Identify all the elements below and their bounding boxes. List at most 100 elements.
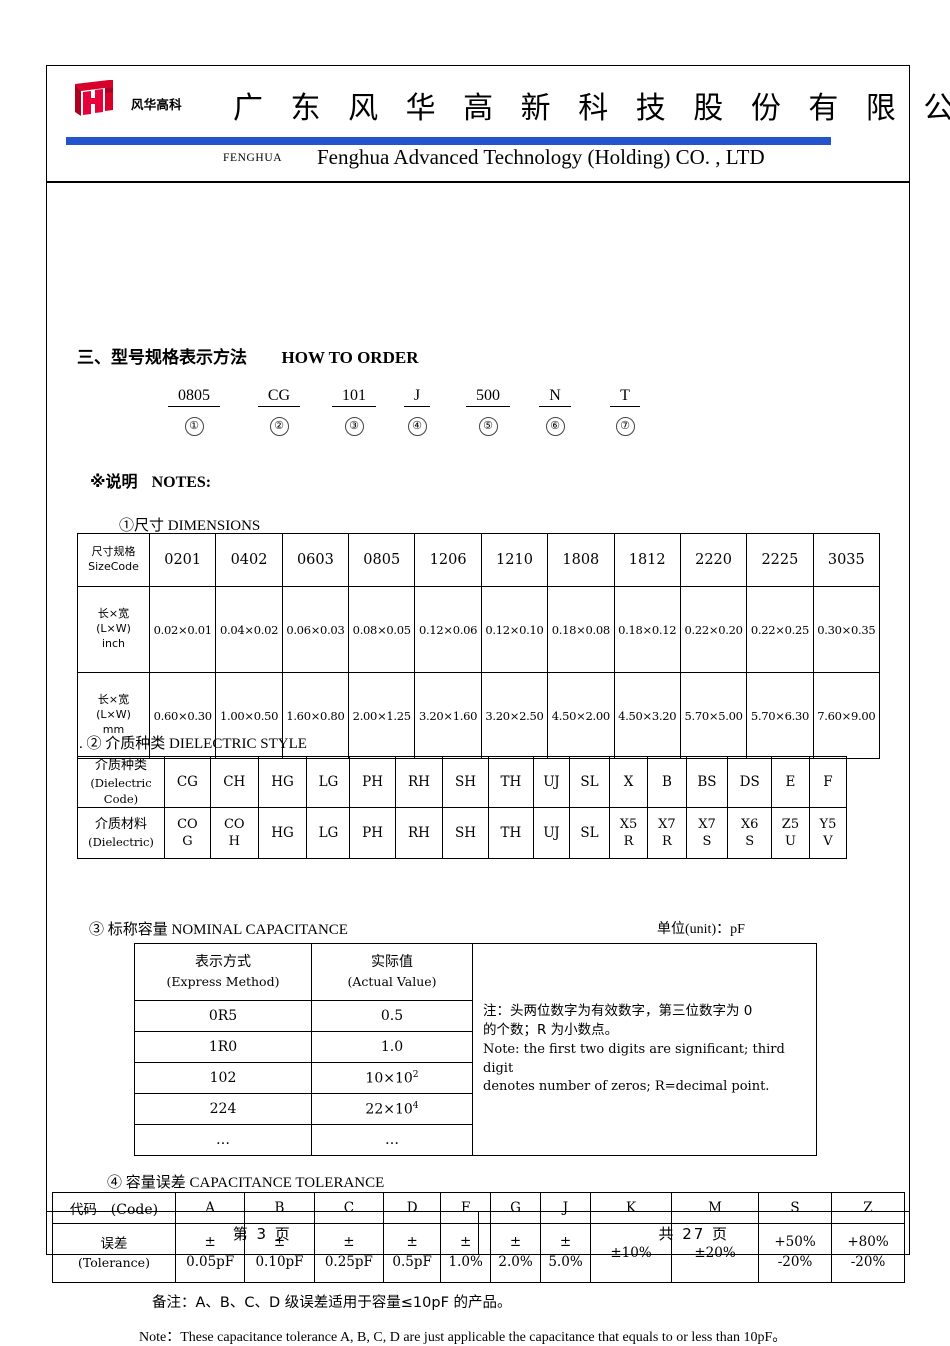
dim-size-code: 0805: [348, 533, 416, 587]
dimensions-table: 尺寸规格 SizeCode 0201 0402 0603 0805 1206 1…: [77, 533, 881, 759]
table-row: … …: [134, 1124, 817, 1156]
dim-mm-value: 1.00×0.50: [215, 672, 283, 759]
dielectric-code: SL: [569, 755, 610, 809]
tolerance-code: M: [671, 1192, 759, 1224]
table-row: 介质材料 (Dielectric) CO G CO H HG LG PH RH SH…: [77, 807, 848, 860]
dielectric-material: SL: [569, 807, 610, 860]
dim-mm-value: 4.50×3.20: [613, 672, 681, 759]
tolerance-footnote-en: Note：These capacitance tolerance A, B, C…: [139, 1330, 787, 1345]
footer-page-current: 第 3 页: [47, 1212, 479, 1254]
capacitance-note-cell: 注：头两位数字为有效数字，第三位数字为 0 的个数；R 为小数点。 Note: …: [472, 943, 817, 1156]
dim-size-code: 1206: [414, 533, 482, 587]
capacitance-actual: 1.0: [311, 1031, 473, 1063]
dielectric-material: UJ: [532, 807, 571, 860]
document-page: 风华高科 广 东 风 华 高 新 科 技 股 份 有 限 公 司 FENGHUA…: [46, 65, 950, 1345]
how-to-order-title-cn: 三、型号规格表示方法: [77, 348, 247, 368]
order-code-2: CG: [257, 387, 301, 407]
capacitance-heading: ③ 标称容量 NOMINAL CAPACITANCE: [89, 922, 348, 938]
order-code-5: 500: [466, 387, 510, 407]
order-marker-1: ①: [149, 417, 239, 436]
dielectric-code: LG: [306, 755, 351, 809]
dim-inch-value: 0.06×0.03: [281, 586, 350, 673]
capacitance-table: 表示方式 (Express Method) 实际值 (Actual Value)…: [134, 943, 817, 1156]
capacitance-express: 0R5: [134, 1000, 312, 1032]
dielectric-material: X6 S: [727, 807, 772, 860]
dim-size-code: 1210: [480, 533, 549, 587]
dielectric-code: PH: [349, 755, 396, 809]
dim-row-header-inch: 长×宽 (L×W) inch: [77, 586, 150, 673]
dielectric-material: TH: [487, 807, 534, 860]
dim-inch-value: 0.18×0.12: [613, 586, 681, 673]
table-row: 尺寸规格 SizeCode 0201 0402 0603 0805 1206 1…: [77, 533, 881, 587]
dim-mm-value: 5.70×5.00: [679, 672, 748, 759]
table-row: 0R5 0.5: [134, 1000, 817, 1032]
dielectric-material: RH: [394, 807, 444, 860]
dielectric-material: CO G: [164, 807, 211, 860]
dim-inch-value: 0.18×0.08: [547, 586, 615, 673]
page-header: 风华高科 广 东 风 华 高 新 科 技 股 份 有 限 公 司 FENGHUA…: [47, 66, 950, 183]
order-part-1: 0805 ①: [149, 387, 239, 436]
dielectric-row-header-material: 介质材料 (Dielectric): [77, 807, 165, 860]
logo-wordmark-cn: 风华高科: [131, 97, 182, 112]
capacitance-express: 1R0: [134, 1031, 312, 1063]
tolerance-footnote-cn: 备注：A、B、C、D 级误差适用于容量≤10pF 的产品。: [152, 1295, 512, 1311]
capacitance-col-header-express: 表示方式 (Express Method): [134, 943, 312, 1001]
dielectric-material: PH: [349, 807, 396, 860]
order-code-4: J: [403, 387, 431, 407]
table-row: 代码 (Code) A B C D F G J K M S Z: [52, 1192, 905, 1224]
header-accent-bar: [66, 137, 831, 145]
dimensions-heading: ①尺寸 DIMENSIONS: [119, 518, 261, 534]
order-marker-5: ⑤: [445, 417, 531, 436]
capacitance-actual: 0.5: [311, 1000, 473, 1032]
dielectric-code: E: [771, 755, 810, 809]
dielectric-code: RH: [394, 755, 444, 809]
dim-mm-value: 7.60×9.00: [812, 672, 881, 759]
dielectric-code: F: [808, 755, 848, 809]
table-row: 102 10×102: [134, 1062, 817, 1094]
notes-mark: ※说明: [90, 472, 138, 491]
dielectric-row-header-code: 介质种类 (Dielectric Code): [77, 755, 165, 809]
table-row: 介质种类 (Dielectric Code) CG CH HG LG PH RH…: [77, 755, 848, 809]
order-part-5: 500 ⑤: [445, 387, 531, 436]
dim-inch-value: 0.12×0.06: [414, 586, 482, 673]
tolerance-value: ±2.0%: [490, 1223, 542, 1283]
dim-inch-value: 0.12×0.10: [480, 586, 549, 673]
dim-mm-value: 1.60×0.80: [281, 672, 350, 759]
dim-size-code: 3035: [812, 533, 881, 587]
page-footer: 第 3 页 共 27 页: [47, 1211, 909, 1254]
dim-mm-value: 3.20×1.60: [414, 672, 482, 759]
dim-size-code: 0402: [215, 533, 283, 587]
dielectric-table: 介质种类 (Dielectric Code) CG CH HG LG PH RH…: [77, 755, 848, 860]
table-row: 长×宽 (L×W) inch 0.02×0.01 0.04×0.02 0.06×…: [77, 586, 881, 673]
capacitance-col-header-actual: 实际值 (Actual Value): [311, 943, 473, 1001]
dim-mm-value: 0.60×0.30: [148, 672, 217, 759]
tolerance-value: ±10%: [590, 1223, 672, 1283]
dim-inch-value: 0.30×0.35: [812, 586, 881, 673]
tolerance-value: ±20%: [671, 1223, 759, 1283]
tolerance-value: +80% -20%: [831, 1223, 905, 1283]
order-code-7: T: [610, 387, 640, 407]
tolerance-table: 代码 (Code) A B C D F G J K M S Z 误差 (Tol: [52, 1192, 905, 1283]
dim-row-header-size: 尺寸规格 SizeCode: [77, 533, 150, 587]
order-code-row: 0805 ① CG ② 101 ③ J ④ 500 ⑤ N ⑥: [47, 387, 909, 447]
tolerance-value: ±0.10pF: [244, 1223, 315, 1283]
dielectric-code: B: [647, 755, 687, 809]
dielectric-heading: . ② 介质种类 DIELECTRIC STYLE: [79, 736, 307, 752]
order-part-4: J ④: [382, 387, 452, 436]
dielectric-material: X5 R: [608, 807, 649, 860]
capacitance-express: 102: [134, 1062, 312, 1094]
tolerance-value: ±0.05pF: [174, 1223, 246, 1283]
dim-inch-value: 0.22×0.20: [679, 586, 748, 673]
tolerance-row-header-value: 误差 (Tolerance): [52, 1223, 176, 1283]
notes-label: NOTES:: [151, 474, 212, 491]
table-row: 1R0 1.0: [134, 1031, 817, 1063]
dielectric-code: DS: [727, 755, 772, 809]
order-marker-2: ②: [234, 417, 324, 436]
dim-size-code: 0603: [281, 533, 350, 587]
order-code-1: 0805: [168, 387, 220, 407]
dim-inch-value: 0.22×0.25: [746, 586, 814, 673]
dim-mm-value: 3.20×2.50: [480, 672, 549, 759]
dielectric-code: HG: [257, 755, 308, 809]
dielectric-material: CO H: [209, 807, 259, 860]
tolerance-value: ±5.0%: [540, 1223, 591, 1283]
